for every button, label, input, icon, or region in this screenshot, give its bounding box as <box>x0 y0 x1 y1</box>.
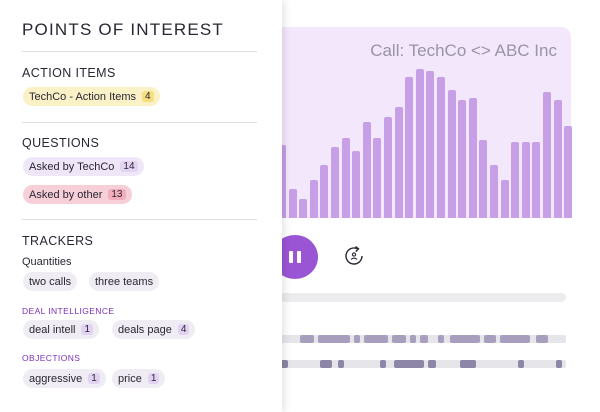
chip-label: Asked by TechCo <box>29 160 115 173</box>
chip-action-items[interactable]: TechCo - Action Items 4 <box>23 87 160 106</box>
speaker-timeline-2[interactable] <box>280 360 566 368</box>
chip-label: two calls <box>29 275 72 288</box>
chip-count: 4 <box>142 91 154 102</box>
objections-label: OBJECTIONS <box>22 353 81 363</box>
chip-count: 1 <box>88 373 100 384</box>
replay-icon <box>345 245 363 265</box>
questions-heading: QUESTIONS <box>22 136 100 150</box>
deal-intelligence-label: DEAL INTELLIGENCE <box>22 306 115 316</box>
chip-price[interactable]: price 1 <box>112 369 166 388</box>
points-of-interest-panel: POINTS OF INTEREST ACTION ITEMS TechCo -… <box>0 0 282 412</box>
divider <box>22 219 257 220</box>
waveform-bar <box>532 142 541 218</box>
waveform-bar <box>490 165 498 218</box>
chip-asked-by-techco[interactable]: Asked by TechCo 14 <box>23 157 144 176</box>
trackers-heading: TRACKERS <box>22 234 94 248</box>
chip-label: three teams <box>95 275 154 288</box>
chip-count: 13 <box>108 189 126 200</box>
action-items-heading: ACTION ITEMS <box>22 66 116 80</box>
chip-two-calls[interactable]: two calls <box>23 272 78 291</box>
chip-label: Asked by other <box>29 188 103 201</box>
waveform-bar <box>500 180 509 218</box>
divider <box>22 122 257 123</box>
waveform-bar <box>352 151 361 218</box>
playback-progress[interactable] <box>280 293 566 302</box>
waveform[interactable] <box>270 27 573 218</box>
waveform-bar <box>362 122 371 218</box>
pause-icon <box>289 251 301 263</box>
waveform-bar <box>309 180 318 218</box>
waveform-bar <box>447 90 456 218</box>
chip-deal-intell[interactable]: deal intell 1 <box>23 320 100 339</box>
chip-count: 14 <box>120 161 138 172</box>
waveform-bar <box>543 92 551 218</box>
panel-title: POINTS OF INTEREST <box>22 20 225 39</box>
waveform-bar <box>553 100 562 218</box>
chip-deals-page[interactable]: deals page 4 <box>112 320 196 339</box>
chip-label: aggressive <box>29 372 83 385</box>
chip-label: TechCo - Action Items <box>29 90 136 103</box>
waveform-bar <box>320 165 329 218</box>
call-title: Call: TechCo <> ABC Inc <box>370 41 557 60</box>
speaker-timeline-1[interactable] <box>280 335 566 343</box>
waveform-bar <box>405 77 414 218</box>
waveform-bar <box>299 199 308 218</box>
waveform-bar <box>373 138 382 218</box>
chip-label: price <box>118 372 142 385</box>
waveform-bar <box>521 142 530 218</box>
waveform-card: Call: TechCo <> ABC Inc <box>270 27 573 218</box>
waveform-bar <box>426 71 435 218</box>
waveform-bar <box>564 126 573 218</box>
chip-count: 1 <box>147 373 160 384</box>
waveform-bar <box>331 147 339 218</box>
chip-count: 1 <box>81 324 94 335</box>
waveform-bar <box>468 98 477 218</box>
waveform-bar <box>415 69 424 218</box>
waveform-bar <box>278 145 286 218</box>
waveform-bar <box>511 142 520 218</box>
chip-label: deals page <box>118 323 172 336</box>
waveform-bar <box>394 107 403 218</box>
waveform-bar <box>458 100 467 218</box>
chip-label: deal intell <box>29 323 76 336</box>
chip-count: 4 <box>177 324 190 335</box>
waveform-bar <box>437 77 445 218</box>
chip-three-teams[interactable]: three teams <box>89 272 160 291</box>
quantities-label: Quantities <box>22 256 72 268</box>
divider <box>22 51 257 52</box>
waveform-bar <box>341 138 350 218</box>
waveform-bar <box>384 117 392 218</box>
replay-button[interactable] <box>340 242 368 270</box>
waveform-bar <box>288 189 297 218</box>
chip-aggressive[interactable]: aggressive 1 <box>23 369 106 388</box>
chip-asked-by-other[interactable]: Asked by other 13 <box>23 185 132 204</box>
waveform-bar <box>479 140 488 218</box>
